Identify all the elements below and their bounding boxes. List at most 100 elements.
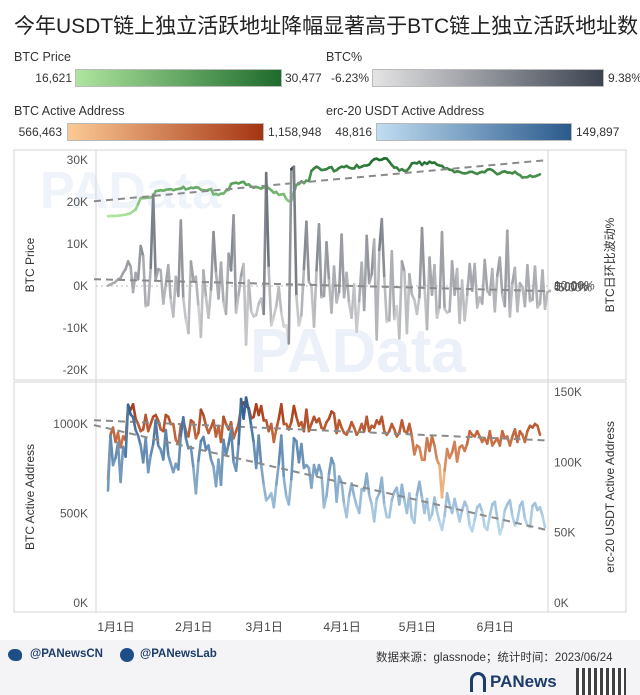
legend-label: BTC Active Address [14, 104, 125, 118]
series-segment [440, 469, 446, 499]
series-segment [305, 220, 311, 284]
series-segment [269, 315, 276, 327]
series-segment [533, 265, 539, 309]
series-segment [237, 274, 243, 297]
chart-title: 今年USDT链上独立活跃地址降幅显著高于BTC链上独立活跃地址数 [14, 15, 639, 38]
y-tick-label: 0K [73, 596, 88, 610]
series-segment [485, 514, 492, 532]
series-segment [433, 444, 439, 462]
legend-btc-price: BTC Price 16,621 30,477 [14, 50, 322, 90]
x-tick-label: 3月1日 [246, 620, 283, 634]
series-segment [172, 422, 178, 442]
series-segment [219, 415, 225, 444]
series-segment [109, 434, 115, 467]
series-segment [400, 260, 406, 273]
series-segment [136, 244, 142, 281]
series-segment [156, 419, 162, 431]
series-segment [405, 272, 411, 335]
legend-gradient-bar [372, 69, 604, 87]
series-segment [310, 463, 316, 490]
series-segment [536, 173, 542, 177]
series-segment [382, 503, 389, 519]
series-segment [182, 297, 188, 322]
series-segment [365, 415, 371, 433]
series-segment [177, 434, 183, 471]
twitter-icon [8, 649, 22, 661]
series-segment [287, 477, 293, 506]
y-tick-label: 500K [60, 507, 88, 521]
series-segment [408, 491, 414, 520]
series-segment [367, 272, 374, 285]
data-source: 数据来源：glassnode；统计时间：2023/06/24 [376, 652, 613, 664]
y-right-axis-title: erc-20 USDT Active Address [603, 421, 617, 573]
dual-panel-chart: PAData PAData 30K20K10K0K-10K-20K10.00%5… [13, 149, 627, 634]
series-segment [483, 258, 489, 293]
watermark: PAData [40, 162, 222, 220]
series-segment [202, 435, 208, 452]
series-segment [397, 260, 404, 340]
series-segment [167, 263, 173, 302]
series-segment [167, 453, 173, 466]
series-segment [177, 424, 183, 446]
series-segment [162, 413, 168, 433]
series-segment [455, 445, 461, 463]
y-right-tick-label: 150K [554, 385, 582, 399]
trend-line [93, 424, 549, 532]
legend-min: 16,621 [35, 71, 72, 85]
series-segment [320, 472, 326, 509]
series-segment [254, 302, 261, 317]
twitter-handle[interactable]: @PANewsCN [30, 648, 103, 660]
series-segment [325, 472, 331, 498]
series-segment [541, 514, 547, 529]
series-segment [317, 417, 323, 429]
series-segment [162, 283, 168, 305]
legend-max: 1,158,948 [268, 125, 322, 139]
y-tick-label: 30K [67, 153, 88, 167]
series-segment [224, 442, 230, 457]
x-tick-label: 1月1日 [97, 620, 134, 634]
legend-usdt-active-address: erc-20 USDT Active Address 48,816 149,89… [326, 104, 628, 144]
series-segment [367, 493, 374, 506]
series-segment [380, 217, 386, 280]
qr-code [576, 668, 626, 695]
series-segment [322, 494, 328, 509]
y-right-tick-label: 0.00% [554, 280, 588, 294]
series-btc-price [106, 157, 542, 218]
series-segment [136, 434, 142, 447]
series-segment [505, 229, 512, 318]
series-segment [124, 403, 130, 459]
series-segment [473, 262, 479, 309]
series-segment [272, 304, 278, 318]
legend-label: erc-20 USDT Active Address [326, 104, 485, 118]
series-segment [418, 445, 424, 462]
series-segment [380, 476, 386, 506]
series-btc-active-address [106, 401, 542, 499]
series-segment [272, 483, 278, 509]
series-segment [536, 424, 542, 437]
series-segment [292, 404, 298, 419]
trend-line [93, 159, 549, 203]
series-segment [508, 281, 514, 318]
y-tick-label: 1000K [53, 417, 88, 431]
series-segment [199, 269, 205, 339]
series-segment [249, 424, 255, 444]
series-segment [345, 271, 351, 305]
series-btc- [106, 165, 552, 346]
series-segment [382, 276, 389, 323]
series-segment [244, 396, 250, 412]
y-tick-label: 0K [73, 279, 88, 293]
legend-gradient-bar [67, 123, 264, 141]
facebook-icon [120, 648, 134, 662]
series-segment [257, 434, 263, 467]
y-right-tick-label: 0K [554, 596, 569, 610]
footer: @PANewsCN @PANewsLab 数据来源：glassnode；统计时间… [0, 640, 640, 695]
series-segment [521, 500, 527, 520]
y-axis-title: BTC Active Address [23, 444, 37, 550]
series-segment [357, 487, 364, 515]
series-segment [365, 472, 371, 497]
series-segment [247, 408, 253, 428]
series-segment [305, 408, 311, 433]
series-segment [458, 508, 464, 523]
panel-frame [13, 381, 627, 613]
facebook-handle[interactable]: @PANewsLab [140, 648, 217, 660]
